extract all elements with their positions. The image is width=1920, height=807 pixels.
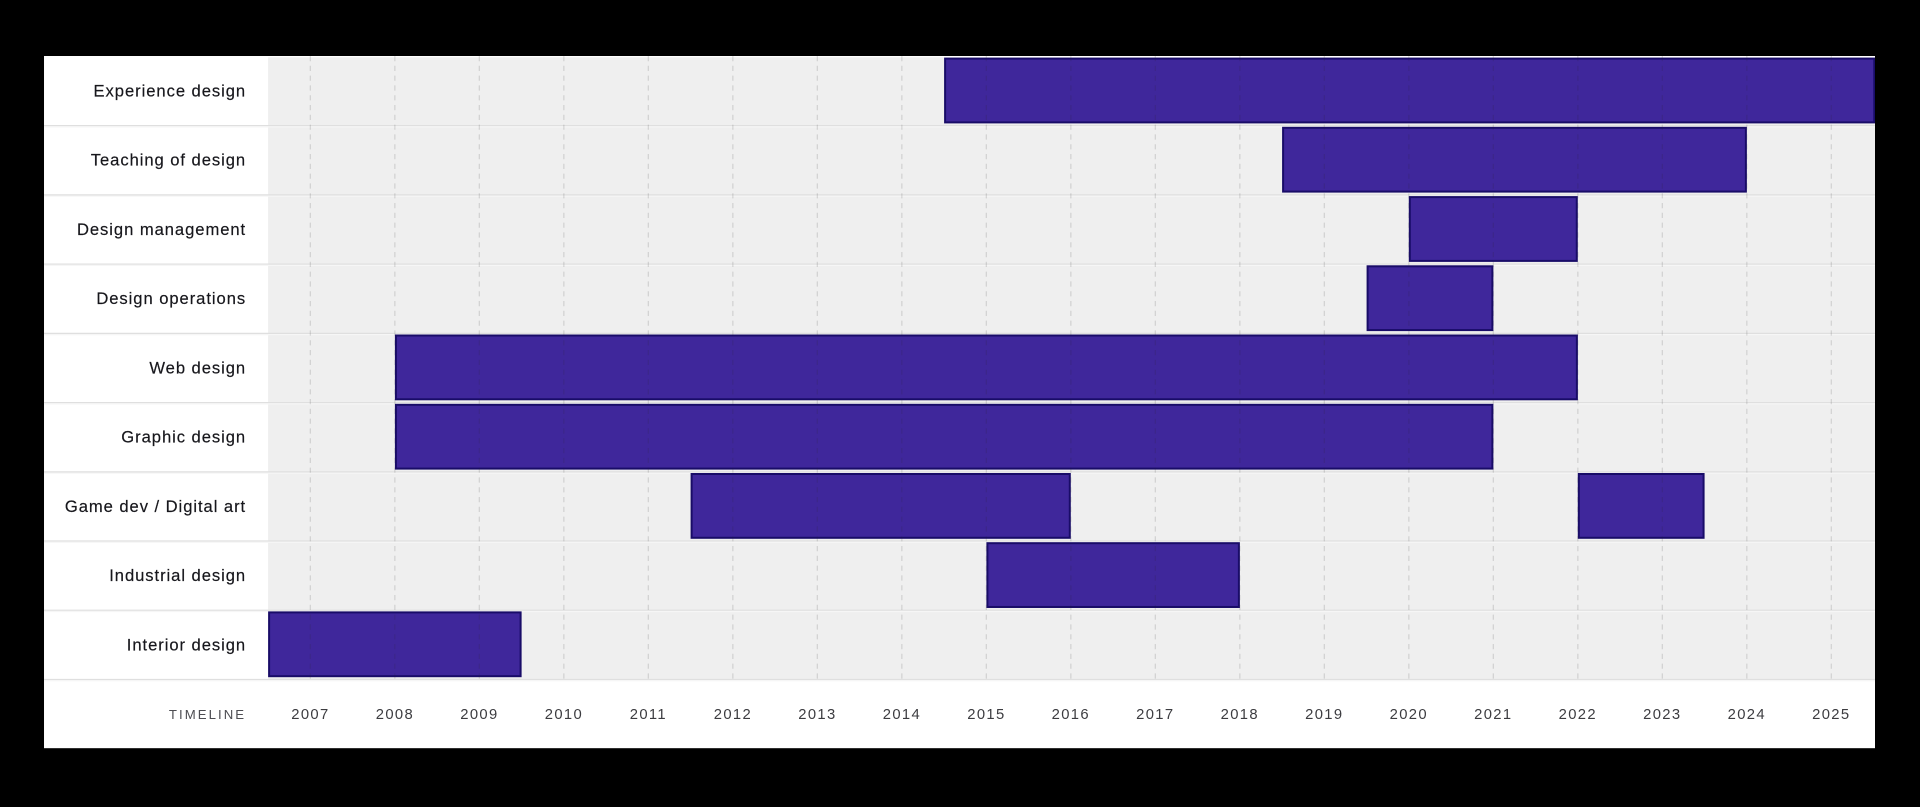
- svg-text:2014: 2014: [882, 707, 920, 723]
- svg-text:Experience design: Experience design: [93, 82, 246, 101]
- svg-text:2021: 2021: [1474, 707, 1512, 723]
- svg-text:2024: 2024: [1727, 707, 1765, 723]
- svg-text:2017: 2017: [1136, 707, 1174, 723]
- svg-text:2019: 2019: [1305, 707, 1343, 723]
- svg-text:Industrial design: Industrial design: [109, 566, 246, 585]
- svg-text:TIMELINE: TIMELINE: [168, 707, 245, 722]
- svg-text:Graphic design: Graphic design: [121, 428, 246, 447]
- svg-text:Design operations: Design operations: [96, 289, 246, 308]
- svg-text:Web design: Web design: [149, 359, 246, 378]
- svg-text:2012: 2012: [713, 707, 751, 723]
- svg-text:2016: 2016: [1051, 707, 1089, 723]
- svg-text:Interior design: Interior design: [126, 636, 245, 655]
- svg-text:2023: 2023: [1643, 707, 1681, 723]
- svg-text:2008: 2008: [375, 707, 413, 723]
- svg-text:2015: 2015: [967, 707, 1005, 723]
- svg-text:2025: 2025: [1812, 707, 1850, 723]
- svg-text:2007: 2007: [291, 707, 329, 723]
- svg-text:Design management: Design management: [76, 220, 245, 239]
- svg-text:2020: 2020: [1389, 707, 1427, 723]
- svg-text:2009: 2009: [460, 707, 498, 723]
- svg-text:2010: 2010: [544, 707, 582, 723]
- svg-text:2011: 2011: [629, 707, 666, 723]
- svg-text:Game dev / Digital art: Game dev / Digital art: [64, 497, 245, 516]
- svg-text:2013: 2013: [798, 707, 836, 723]
- svg-text:2018: 2018: [1220, 707, 1258, 723]
- svg-text:2022: 2022: [1558, 707, 1596, 723]
- svg-text:Teaching of design: Teaching of design: [90, 151, 245, 170]
